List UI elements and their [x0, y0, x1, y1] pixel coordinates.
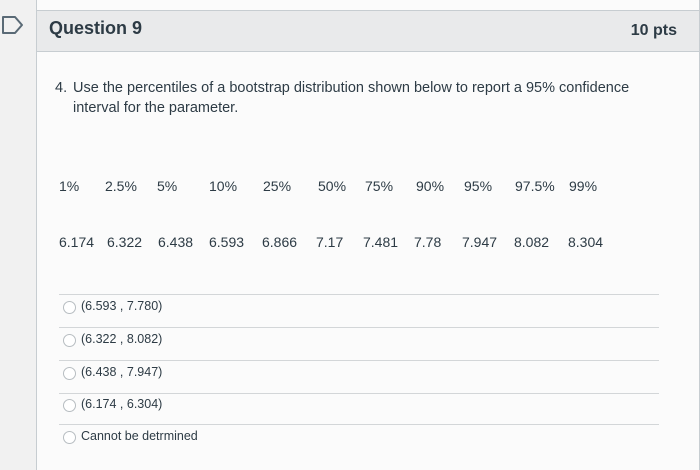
- answer-divider: [59, 424, 659, 425]
- percentile-label: 1%: [59, 178, 80, 194]
- answer-option[interactable]: Cannot be detrmined: [59, 428, 659, 450]
- percentile-value: 7.947: [462, 234, 498, 250]
- question-title: Question 9: [49, 18, 143, 38]
- percentile-value: 6.866: [262, 234, 298, 250]
- percentile-value: 8.082: [514, 234, 550, 250]
- question-card: Question 9 10 pts 4. Use the percentiles…: [36, 0, 700, 470]
- answer-divider: [59, 360, 659, 361]
- question-header: Question 9 10 pts: [37, 10, 699, 52]
- percentile-label: 2.5%: [105, 178, 137, 194]
- percentile-label: 10%: [209, 178, 238, 194]
- answer-label: (6.593 , 7.780): [81, 299, 163, 313]
- answer-option[interactable]: (6.322 , 8.082): [59, 331, 659, 353]
- percentile-label: 90%: [416, 178, 445, 194]
- answer-label: Cannot be detrmined: [81, 429, 198, 443]
- percentile-label: 50%: [318, 178, 347, 194]
- percentile-value: 6.322: [107, 234, 143, 250]
- radio-button[interactable]: [63, 431, 76, 444]
- percentile-value: 7.78: [414, 234, 442, 250]
- radio-button[interactable]: [63, 399, 76, 412]
- answer-divider: [59, 327, 659, 328]
- percentile-label: 97.5%: [515, 178, 555, 194]
- answer-label: (6.322 , 8.082): [81, 332, 163, 346]
- answer-option[interactable]: (6.174 , 6.304): [59, 396, 659, 418]
- question-prompt: 4. Use the percentiles of a bootstrap di…: [55, 78, 635, 118]
- percentile-value: 6.593: [209, 234, 245, 250]
- percentile-label: 95%: [464, 178, 493, 194]
- percentile-label: 99%: [569, 178, 598, 194]
- percentile-value: 8.304: [568, 234, 604, 250]
- radio-button[interactable]: [63, 367, 76, 380]
- radio-button[interactable]: [63, 301, 76, 314]
- radio-button[interactable]: [63, 334, 76, 347]
- answer-label: (6.438 , 7.947): [81, 365, 163, 379]
- question-text: Use the percentiles of a bootstrap distr…: [73, 80, 630, 116]
- answer-divider: [59, 294, 659, 295]
- percentile-label: 5%: [157, 178, 178, 194]
- answer-divider: [59, 393, 659, 394]
- percentile-label: 25%: [263, 178, 292, 194]
- answer-label: (6.174 , 6.304): [81, 397, 163, 411]
- percentile-value: 6.174: [59, 234, 95, 250]
- percentile-value: 7.481: [363, 234, 399, 250]
- question-points: 10 pts: [630, 22, 677, 39]
- question-flag-icon[interactable]: [0, 14, 26, 36]
- percentile-value: 7.17: [316, 234, 344, 250]
- percentile-value: 6.438: [158, 234, 194, 250]
- answer-option[interactable]: (6.438 , 7.947): [59, 364, 659, 386]
- question-number: 4.: [55, 80, 68, 96]
- answer-option[interactable]: (6.593 , 7.780): [59, 298, 659, 320]
- percentile-label: 75%: [365, 178, 394, 194]
